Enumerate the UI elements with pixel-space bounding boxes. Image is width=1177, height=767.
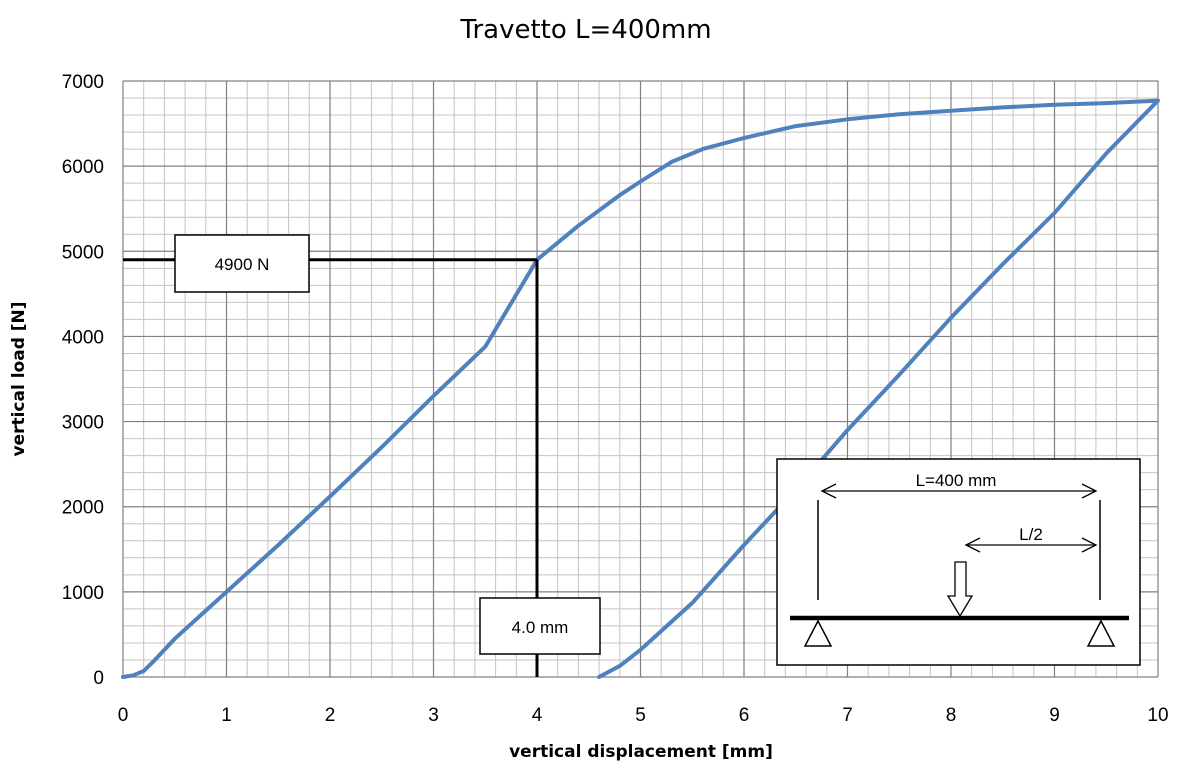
x-tick-label: 2 <box>325 705 336 726</box>
y-tick-label: 0 <box>93 668 104 689</box>
x-tick-label: 1 <box>221 705 232 726</box>
disp-label: 4.0 mm <box>512 618 569 637</box>
annotation-layer: 4900 N 4.0 mm <box>123 234 601 677</box>
x-tick-label: 0 <box>118 705 129 726</box>
y-tick-label: 3000 <box>62 413 104 434</box>
right-support-icon <box>1086 619 1116 647</box>
x-axis-title: vertical displacement [mm] <box>509 742 773 762</box>
chart-title: Travetto L=400mm <box>459 15 711 45</box>
x-tick-label: 9 <box>1049 705 1060 726</box>
load-label: 4900 N <box>215 255 270 274</box>
load-displacement-curve <box>121 98 1160 679</box>
y-tick-label: 7000 <box>62 72 104 93</box>
half-arrow-left-icon <box>964 537 981 553</box>
x-tick-labels: 0 1 2 3 4 5 6 7 8 9 10 <box>118 705 1169 726</box>
half-length-label: L/2 <box>1019 525 1043 544</box>
x-tick-label: 5 <box>635 705 646 726</box>
disp-label-box <box>479 597 601 655</box>
left-support-icon <box>803 619 833 647</box>
series-layer <box>121 98 1160 679</box>
x-tick-label: 4 <box>532 705 543 726</box>
x-tick-label: 7 <box>842 705 853 726</box>
y-tick-label: 4000 <box>62 327 104 348</box>
beam-diagram-inset: L=400 mm L/2 <box>776 458 1141 666</box>
x-tick-label: 3 <box>428 705 439 726</box>
load-label-box <box>174 234 310 293</box>
x-tick-label: 10 <box>1147 705 1168 726</box>
y-tick-label: 6000 <box>62 157 104 178</box>
y-tick-label: 2000 <box>62 498 104 519</box>
y-axis-title: vertical load [N] <box>9 301 29 456</box>
half-arrow-right-icon <box>1081 537 1098 553</box>
y-tick-label: 1000 <box>62 583 104 604</box>
length-arrow-right-icon <box>1081 483 1098 499</box>
length-label: L=400 mm <box>916 471 997 490</box>
y-tick-label: 5000 <box>62 242 104 263</box>
length-arrow-left-icon <box>820 483 837 499</box>
x-tick-label: 6 <box>739 705 750 726</box>
x-tick-label: 8 <box>946 705 957 726</box>
load-arrow-icon <box>946 561 974 618</box>
y-tick-labels: 0 1000 2000 3000 4000 5000 6000 7000 <box>62 72 104 689</box>
